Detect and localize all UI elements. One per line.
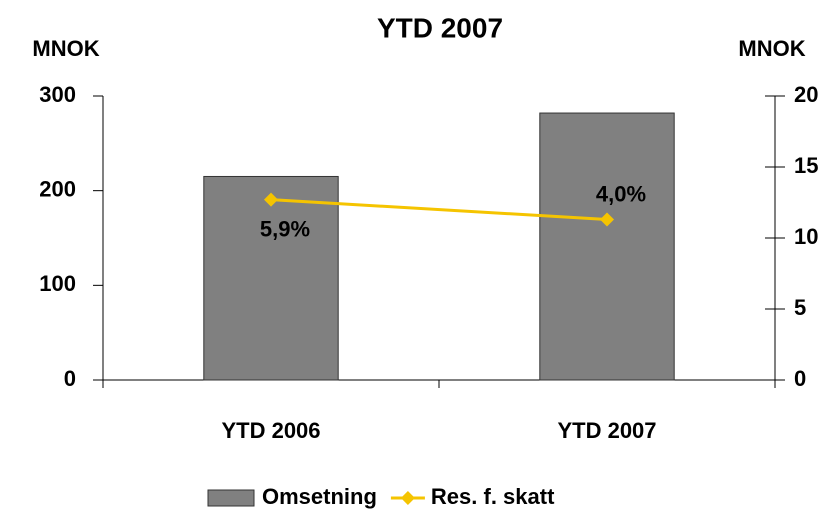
bar: [539, 112, 675, 381]
legend-marker: [400, 491, 415, 505]
y2-tick-label: 10: [794, 224, 818, 249]
y2-tick-label: 0: [794, 366, 806, 391]
y2-tick-label: 15: [794, 153, 818, 178]
x-tick-label: YTD 2006: [221, 418, 320, 443]
line: [270, 198, 608, 222]
y-tick-label: 300: [39, 82, 76, 107]
y-tick-label: 200: [39, 176, 76, 201]
y-tick-label: 0: [64, 366, 76, 391]
chart-title: YTD 2007: [377, 12, 503, 43]
y-tick-label: 100: [39, 271, 76, 296]
line-marker: [264, 192, 278, 207]
y2-tick-label: 5: [794, 295, 806, 320]
bar: [203, 175, 339, 381]
y2-tick-label: 20: [794, 82, 818, 107]
legend-label: Res. f. skatt: [431, 484, 555, 509]
annotation: 5,9%: [260, 216, 310, 241]
y-axis-label: MNOK: [32, 36, 99, 61]
x-tick-label: YTD 2007: [557, 418, 656, 443]
legend-swatch: [207, 489, 255, 507]
y2-axis-label: MNOK: [738, 36, 805, 61]
legend-label: Omsetning: [262, 484, 377, 509]
annotation: 4,0%: [596, 181, 646, 206]
line-marker: [600, 212, 614, 227]
